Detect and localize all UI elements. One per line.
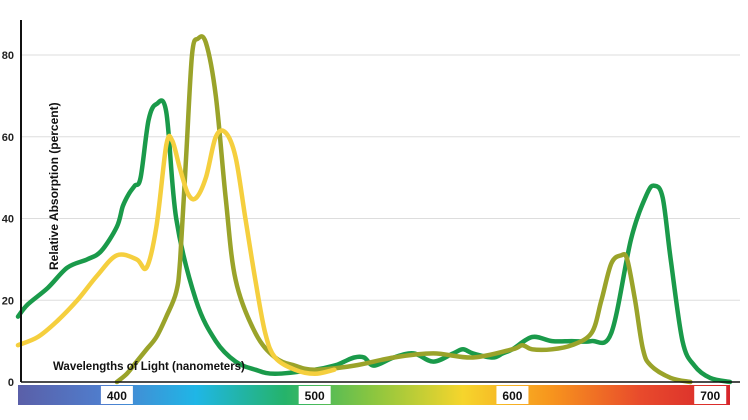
gridlines (21, 54, 740, 301)
x-tick-box (694, 386, 727, 404)
y-tick-80: 80 (2, 50, 14, 62)
x-axis-title: Wavelengths of Light (nanometers) (53, 361, 245, 373)
x-tick-label: 600 (502, 389, 522, 403)
series-line-3 (15, 128, 337, 377)
y-axis-title: Relative Absorption (percent) (47, 102, 61, 270)
x-tick-label: 500 (305, 389, 325, 403)
spectrum-color-bar (18, 385, 730, 405)
x-tick-label: 700 (700, 389, 720, 403)
x-tick-700: 700 (694, 386, 727, 404)
x-tick-400: 400 (100, 386, 133, 404)
x-tick-500: 500 (298, 386, 331, 404)
y-tick-40: 40 (2, 214, 14, 226)
y-tick-labels: 0 20 40 60 80 (2, 50, 14, 389)
x-tick-box (100, 386, 133, 404)
y-tick-0: 0 (8, 377, 14, 389)
series-lines (15, 34, 733, 385)
x-tick-labels: 400 500 600 700 (100, 386, 727, 404)
x-tick-box (298, 386, 331, 404)
x-tick-600: 600 (496, 386, 529, 404)
series-line-2 (114, 34, 693, 385)
y-tick-60: 60 (2, 132, 14, 144)
x-tick-label: 400 (107, 389, 127, 403)
x-tick-box (496, 386, 529, 404)
y-tick-20: 20 (2, 295, 14, 307)
series-line-1 (15, 98, 733, 385)
